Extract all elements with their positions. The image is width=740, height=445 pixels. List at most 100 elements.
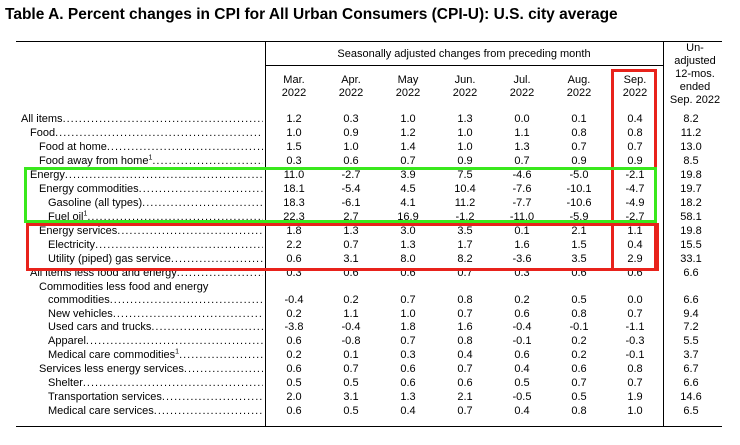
unadjusted-cell: 14.6 <box>680 391 702 403</box>
value-cell: 0.6 <box>514 349 530 361</box>
unadjusted-cell: 33.1 <box>680 253 702 265</box>
month-header-line: Sep. <box>623 74 647 86</box>
row-label: Services less energy services...........… <box>39 362 263 376</box>
month-header-line: 2022 <box>281 87 307 99</box>
month-header: Aug. 2022 <box>551 74 607 100</box>
row-label-text: Electricity <box>48 239 96 251</box>
value-cell: 0.7 <box>627 308 643 320</box>
month-header-line: 2022 <box>622 87 648 99</box>
unadjusted-line: 12-mos. <box>675 68 715 80</box>
value-cell: 0.6 <box>457 377 473 389</box>
value-cell: 3.9 <box>400 169 416 181</box>
unadjusted-header: Un- adjusted 12-mos. ended Sep. 2022 <box>664 42 726 107</box>
leader-dots: ........................................… <box>87 211 263 223</box>
value-cell: 2.2 <box>286 239 302 251</box>
row-label-text: Energy commodities <box>39 183 139 195</box>
value-cell: 1.3 <box>343 225 359 237</box>
value-cell: 0.4 <box>514 405 530 417</box>
unadjusted-cell: 5.5 <box>683 335 699 347</box>
value-cell: 0.6 <box>400 363 416 375</box>
row-label-text: All items <box>21 113 63 125</box>
value-cell: 3.1 <box>343 253 359 265</box>
value-cell: -5.4 <box>341 183 361 195</box>
month-header-line: 2022 <box>566 87 592 99</box>
value-cell: 0.0 <box>514 113 530 125</box>
row-label: All items less food and energy..........… <box>30 266 263 280</box>
row-label: Gasoline (all types)....................… <box>48 196 263 210</box>
unadjusted-line: Un- <box>686 42 704 54</box>
leader-dots: ........................................… <box>153 405 263 417</box>
leader-dots: ........................................… <box>152 155 263 167</box>
row-label: Transportation services.................… <box>48 390 263 404</box>
value-cell: 0.1 <box>343 349 359 361</box>
table-title: Table A. Percent changes in CPI for All … <box>5 6 618 23</box>
value-cell: 0.2 <box>514 294 530 306</box>
value-cell: 1.3 <box>400 391 416 403</box>
unadjusted-cell: 8.5 <box>683 155 699 167</box>
value-cell: 4.5 <box>400 183 416 195</box>
unadjusted-cell: 19.7 <box>680 183 702 195</box>
value-cell: 0.9 <box>343 127 359 139</box>
unadjusted-cell: 11.2 <box>680 127 702 139</box>
value-cell: 0.4 <box>627 239 643 251</box>
footnote-marker: 1 <box>175 348 180 356</box>
value-cell: 1.3 <box>514 141 530 153</box>
row-label: Fuel oil1...............................… <box>48 210 263 224</box>
value-cell: 0.5 <box>343 377 359 389</box>
value-cell: 0.7 <box>400 335 416 347</box>
value-cell: 0.5 <box>571 391 587 403</box>
value-cell: 8.2 <box>457 253 473 265</box>
value-cell: 0.4 <box>627 113 643 125</box>
value-cell: 0.7 <box>514 155 530 167</box>
value-cell: -4.9 <box>625 197 645 209</box>
leader-dots: ........................................… <box>170 253 263 265</box>
value-cell: 1.9 <box>627 391 643 403</box>
month-header: Sep. 2022 <box>607 74 663 100</box>
row-label-text: Medical care services <box>48 405 154 417</box>
value-cell: -2.7 <box>625 211 645 223</box>
leader-dots: ........................................… <box>55 127 263 139</box>
value-cell: 0.6 <box>286 405 302 417</box>
row-label-text: Shelter <box>48 377 83 389</box>
value-cell: 3.0 <box>400 225 416 237</box>
row-label: Apparel.................................… <box>48 334 263 348</box>
leader-dots: ........................................… <box>106 141 263 153</box>
unadjusted-cell: 18.2 <box>680 197 702 209</box>
value-cell: 2.1 <box>571 225 587 237</box>
leader-dots: ........................................… <box>142 197 263 209</box>
value-cell: 0.6 <box>627 267 643 279</box>
value-cell: 16.9 <box>397 211 419 223</box>
value-cell: 0.3 <box>514 267 530 279</box>
unadjusted-cell: 58.1 <box>680 211 702 223</box>
value-cell: -0.1 <box>512 335 532 347</box>
unadjusted-cell: 3.7 <box>683 349 699 361</box>
month-header: Mar. 2022 <box>266 74 322 100</box>
value-cell: 0.7 <box>627 141 643 153</box>
value-cell: 1.8 <box>286 225 302 237</box>
leader-dots: ........................................… <box>138 183 263 195</box>
value-cell: 18.3 <box>283 197 305 209</box>
value-cell: 0.2 <box>571 335 587 347</box>
unadjusted-divider <box>663 41 664 426</box>
value-cell: -11.0 <box>509 211 535 223</box>
unadjusted-cell: 19.8 <box>680 169 702 181</box>
value-cell: 1.5 <box>571 239 587 251</box>
value-cell: 0.5 <box>514 377 530 389</box>
value-cell: -0.4 <box>512 321 532 333</box>
value-cell: 0.9 <box>627 155 643 167</box>
value-cell: -7.7 <box>512 197 532 209</box>
value-cell: 1.0 <box>286 127 302 139</box>
value-cell: 0.5 <box>571 294 587 306</box>
leader-dots: ........................................… <box>117 225 263 237</box>
month-header-line: Jun. <box>454 74 476 86</box>
value-cell: 0.6 <box>400 377 416 389</box>
row-label: Energy commodities......................… <box>39 182 263 196</box>
row-label: Food at home............................… <box>39 140 263 154</box>
value-cell: 0.7 <box>571 377 587 389</box>
value-cell: 1.0 <box>400 308 416 320</box>
row-label: Energy services.........................… <box>39 224 263 238</box>
month-header-line: May <box>397 74 419 86</box>
value-cell: -7.6 <box>512 183 532 195</box>
row-label: Food....................................… <box>30 126 263 140</box>
value-cell: 0.8 <box>571 405 587 417</box>
